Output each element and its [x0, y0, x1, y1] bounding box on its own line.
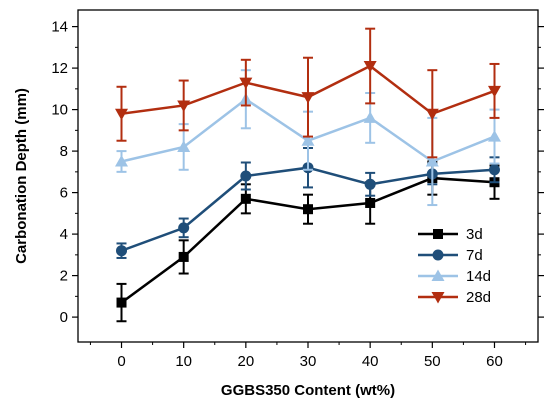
y-tick-label: 8	[60, 143, 68, 160]
data-point	[365, 197, 376, 208]
data-point	[177, 140, 191, 152]
legend-entry-14d: 14d	[418, 268, 491, 285]
x-tick-label: 0	[117, 353, 125, 370]
x-tick-label: 40	[362, 353, 379, 370]
data-point	[240, 193, 251, 204]
y-tick-label: 0	[60, 309, 68, 326]
x-tick-label: 30	[300, 353, 317, 370]
data-point	[115, 108, 129, 121]
legend-label: 3d	[466, 226, 483, 243]
x-axis-ticks: 0 10 20 30 40 50 60	[89, 342, 527, 370]
data-point	[363, 61, 377, 73]
data-point	[178, 222, 190, 234]
data-point	[364, 178, 376, 190]
legend-marker	[432, 249, 444, 261]
legend-label: 14d	[466, 268, 491, 285]
x-tick-label: 20	[237, 353, 254, 370]
y-tick-label: 4	[60, 226, 68, 243]
data-point	[303, 204, 313, 215]
y-tick-label: 2	[60, 268, 68, 285]
x-tick-label: 10	[175, 353, 192, 370]
data-point	[425, 108, 439, 121]
data-point	[487, 130, 501, 142]
data-point	[488, 164, 500, 176]
data-point	[301, 92, 315, 104]
data-point	[239, 77, 253, 90]
data-point	[487, 85, 501, 98]
legend-marker	[431, 292, 445, 304]
data-point	[177, 100, 191, 112]
x-tick-label: 60	[486, 353, 503, 370]
data-point	[425, 154, 439, 167]
y-axis-ticks: 0 2 4 6 8 10 12 14	[51, 19, 544, 326]
x-axis-title: GGBS350 Content (wt%)	[221, 382, 395, 399]
y-tick-label: 10	[51, 102, 68, 119]
series-28d	[115, 27, 501, 159]
y-axis-title: Carbonation Depth (mm)	[13, 88, 30, 264]
y-tick-label: 12	[51, 60, 68, 77]
data-point	[178, 251, 189, 262]
legend-marker	[433, 229, 443, 239]
legend-entry-3d: 3d	[418, 226, 483, 243]
x-tick-label: 50	[424, 353, 441, 370]
data-point	[116, 297, 127, 308]
y-tick-label: 6	[60, 185, 68, 202]
legend-entry-28d: 28d	[418, 289, 491, 306]
data-series	[115, 27, 501, 323]
legend-entry-7d: 7d	[418, 247, 483, 264]
data-point	[301, 134, 315, 146]
y-tick-label: 14	[51, 19, 68, 36]
data-point	[240, 170, 252, 182]
data-point	[116, 245, 128, 257]
data-point	[363, 111, 377, 123]
legend-marker	[431, 269, 445, 281]
legend-label: 28d	[466, 289, 491, 306]
legend-label: 7d	[466, 247, 483, 264]
data-point	[115, 154, 129, 167]
legend: 3d 7d 14d 28d	[418, 226, 491, 306]
